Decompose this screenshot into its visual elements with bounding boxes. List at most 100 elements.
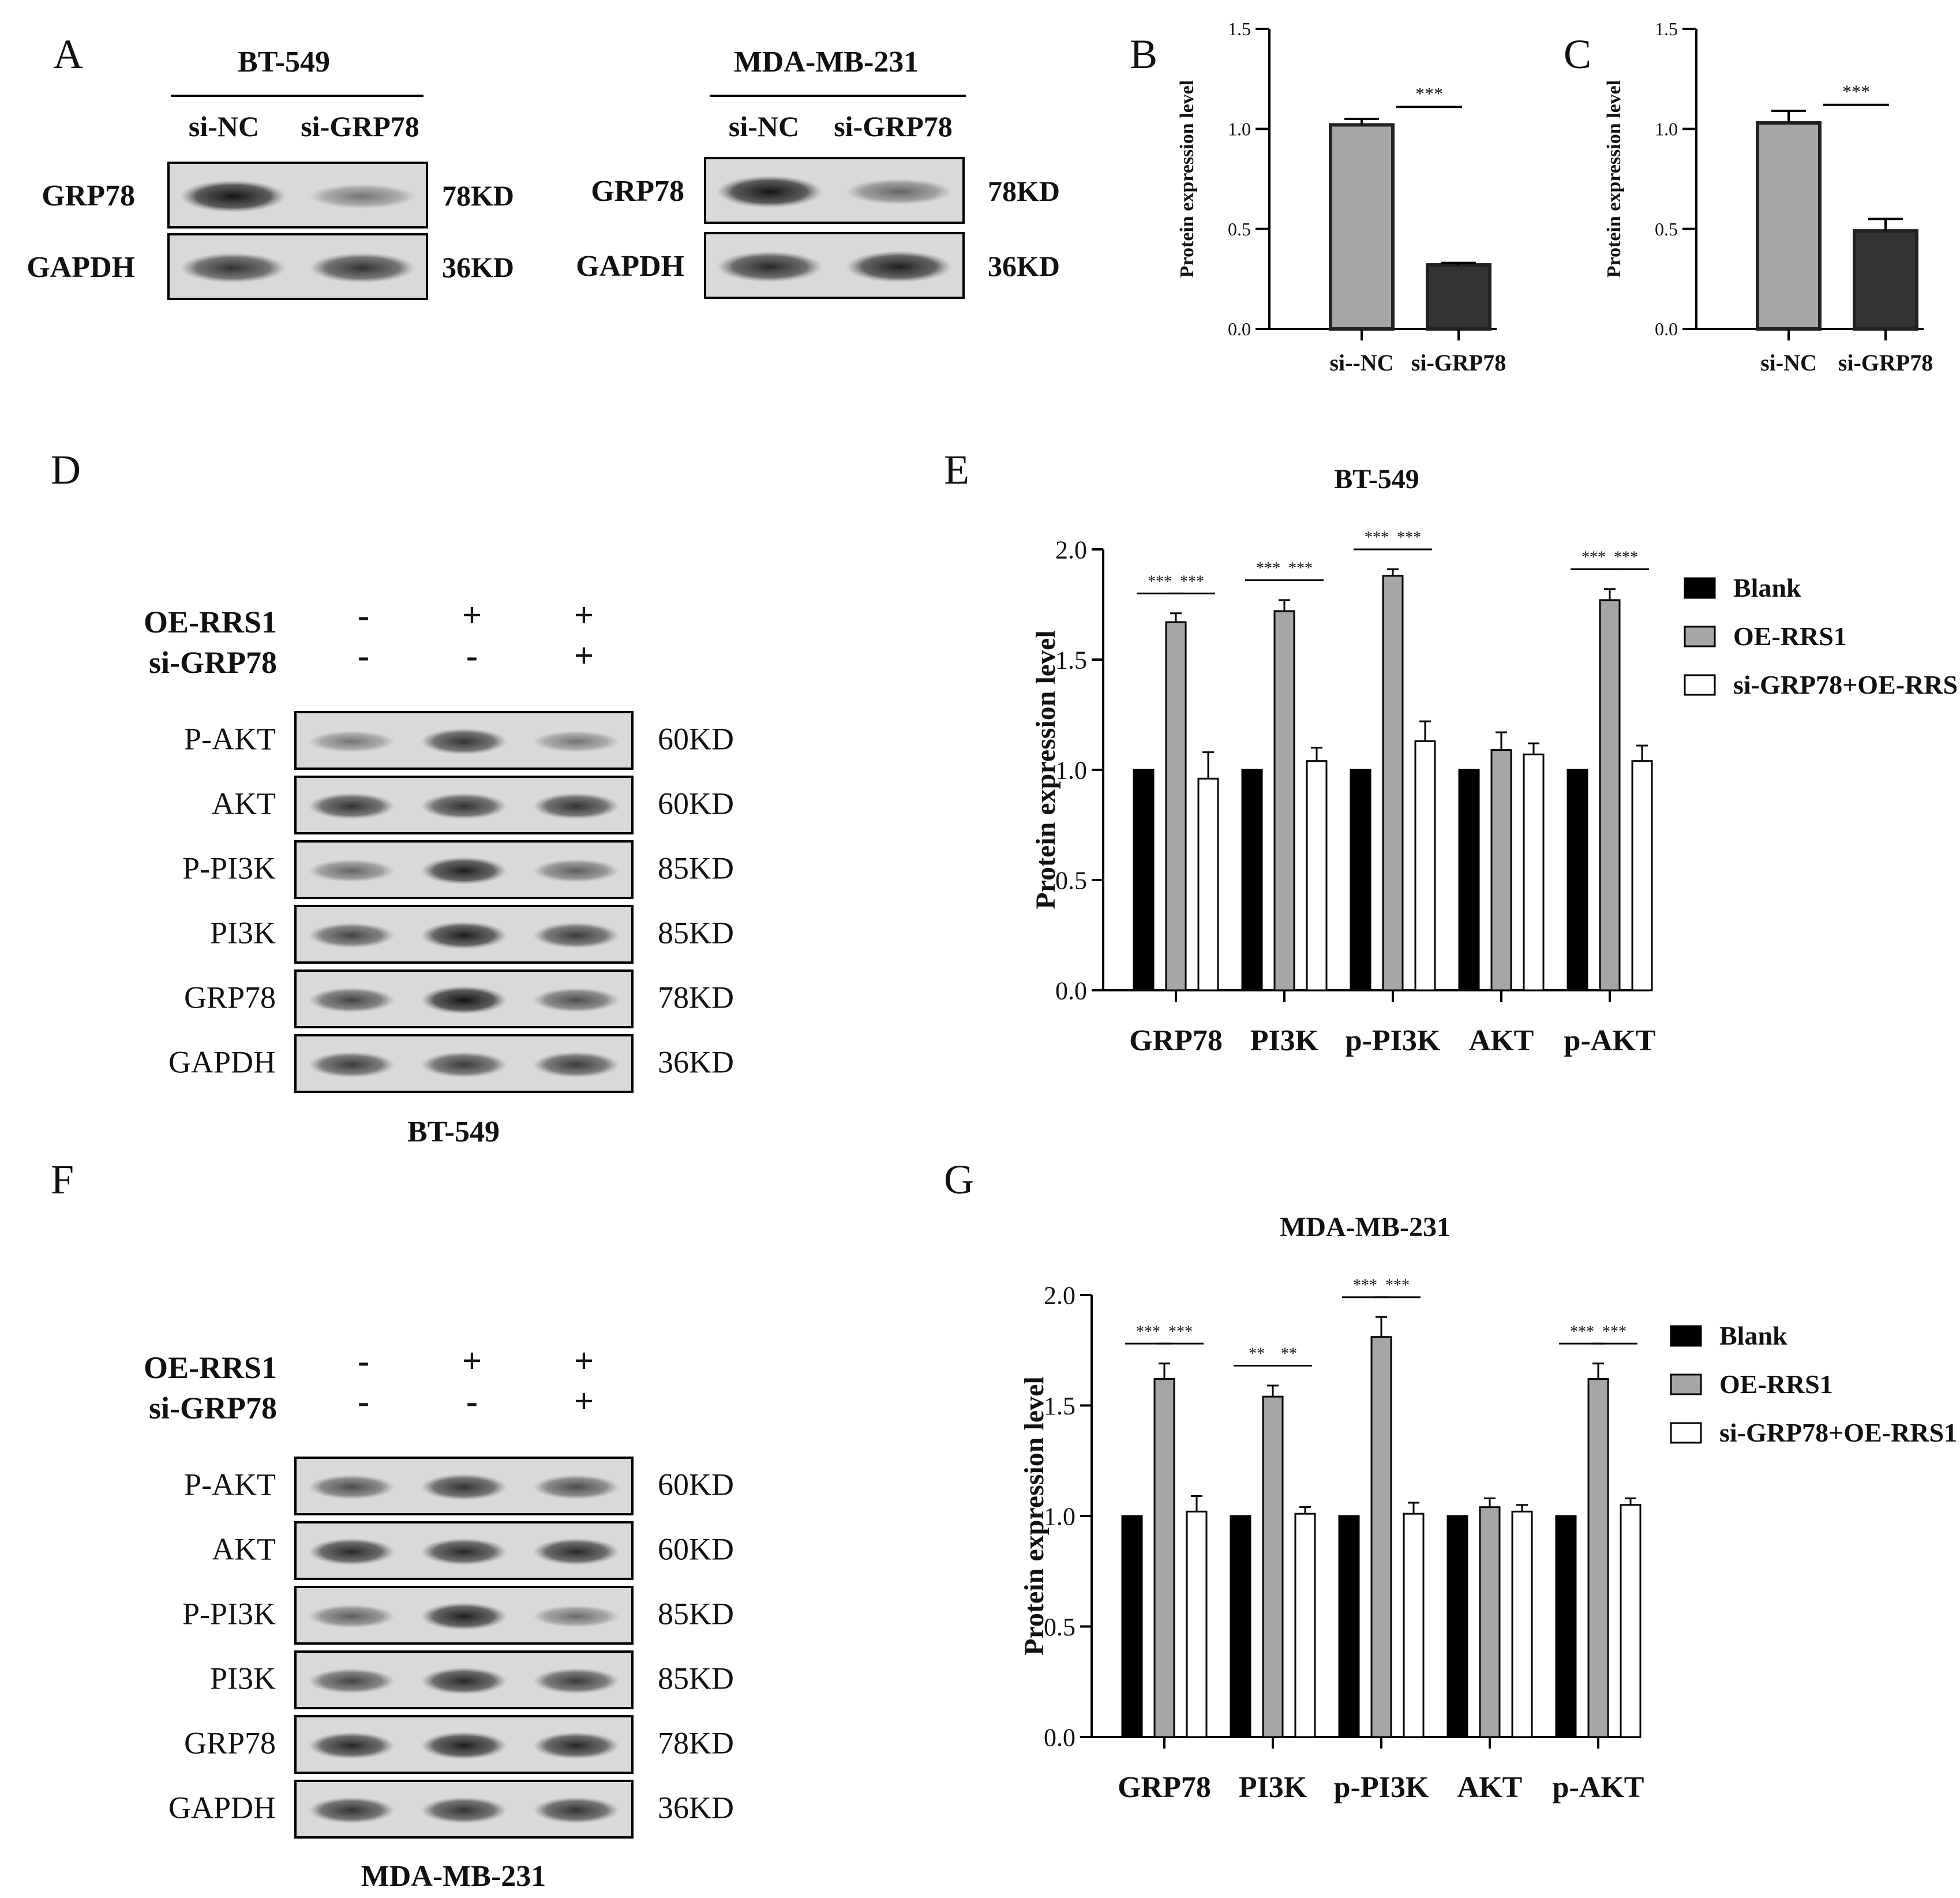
blot-band bbox=[533, 1605, 620, 1627]
size-label: 36KD bbox=[442, 251, 514, 283]
blot-band bbox=[308, 1732, 395, 1760]
blot-band bbox=[421, 1538, 507, 1566]
significance-label: *** bbox=[1365, 529, 1389, 546]
condition-sign: - bbox=[358, 637, 369, 675]
condition-sign: - bbox=[466, 637, 478, 675]
blot-band bbox=[180, 253, 286, 283]
condition-sign: - bbox=[358, 596, 369, 634]
bar bbox=[1479, 1506, 1501, 1738]
x-tick-label: p-PI3K bbox=[1334, 1771, 1429, 1804]
blot-strip bbox=[294, 1457, 634, 1515]
protein-label: GAPDH bbox=[576, 250, 684, 283]
legend-label: Blank bbox=[1733, 573, 1801, 602]
chart-b: 0.0 0.5 1.0 1.5 Protein expression level si--… bbox=[1176, 18, 1506, 376]
y-tick-label: 0.0 bbox=[1044, 1723, 1075, 1751]
y-tick-label: 0.0 bbox=[1055, 976, 1087, 1005]
size-label: 78KD bbox=[988, 175, 1060, 207]
blot-strip bbox=[294, 1586, 634, 1645]
chart-title: BT-549 bbox=[1334, 464, 1419, 495]
protein-label: P-PI3K bbox=[182, 851, 276, 886]
blot-band bbox=[421, 1474, 507, 1500]
condition-label: OE-RRS1 bbox=[144, 605, 277, 639]
protein-label: GRP78 bbox=[184, 980, 276, 1015]
blot-strip bbox=[294, 1650, 634, 1709]
blot-band bbox=[180, 180, 286, 213]
protein-label: GRP78 bbox=[42, 179, 135, 212]
size-label: 36KD bbox=[988, 250, 1060, 282]
blot-band bbox=[533, 1732, 620, 1760]
bar bbox=[1555, 1515, 1577, 1738]
bar bbox=[1273, 610, 1295, 991]
panel-letter-e: E bbox=[944, 447, 969, 493]
significance-label: *** bbox=[1168, 1323, 1193, 1341]
significance-label: *** bbox=[1353, 1276, 1377, 1294]
legend-swatch bbox=[1670, 1373, 1702, 1395]
protein-label: GRP78 bbox=[184, 1726, 276, 1761]
y-tick-label: 1.5 bbox=[1044, 1392, 1075, 1420]
y-tick-label: 2.0 bbox=[1055, 536, 1087, 564]
blot-band bbox=[717, 251, 823, 282]
bar bbox=[1338, 1515, 1360, 1738]
significance-label: *** bbox=[1385, 1276, 1410, 1294]
x-tick-label: si-GRP78 bbox=[1838, 350, 1933, 376]
y-tick-label: 0.5 bbox=[1228, 219, 1251, 239]
lane-label: si-NC bbox=[729, 110, 799, 143]
protein-label: GAPDH bbox=[168, 1791, 276, 1825]
blot-band bbox=[533, 987, 620, 1013]
size-label: 85KD bbox=[658, 1661, 734, 1696]
x-tick-label: AKT bbox=[1457, 1771, 1523, 1804]
significance-label: *** bbox=[1256, 559, 1280, 577]
protein-label: AKT bbox=[212, 1532, 276, 1567]
condition-sign: + bbox=[574, 596, 594, 634]
blot-band bbox=[533, 859, 620, 883]
blot-band bbox=[533, 1797, 620, 1824]
condition-sign: - bbox=[358, 1382, 369, 1420]
y-tick-label: 1.0 bbox=[1655, 119, 1678, 140]
blot-cell-title: MDA-MB-231 bbox=[361, 1860, 546, 1893]
blot-band bbox=[533, 1051, 620, 1078]
blot-strip bbox=[294, 969, 634, 1028]
blot-band bbox=[533, 1474, 620, 1500]
y-tick-label: 1.5 bbox=[1055, 646, 1087, 674]
legend-label: si-GRP78+OE-RRS1 bbox=[1733, 670, 1960, 699]
blot-strip bbox=[167, 233, 428, 300]
chart-g: 0.0 0.5 1.0 1.5 2.0 Protein expression level M… bbox=[1019, 1212, 1957, 1804]
panel-letter-b: B bbox=[1130, 31, 1157, 77]
blot-band bbox=[533, 793, 620, 819]
blot-strip bbox=[167, 162, 428, 229]
legend-swatch bbox=[1684, 674, 1716, 696]
size-label: 78KD bbox=[658, 1726, 734, 1761]
y-tick-label: 0.5 bbox=[1044, 1613, 1075, 1641]
bar bbox=[1186, 1510, 1208, 1738]
x-tick-label: si-GRP78 bbox=[1411, 350, 1506, 376]
lane-label: si-GRP78 bbox=[301, 110, 419, 143]
bar bbox=[1566, 769, 1588, 991]
blot-strip bbox=[294, 776, 634, 834]
blot-band bbox=[308, 923, 395, 948]
size-label: 60KD bbox=[658, 1468, 734, 1502]
bar bbox=[1230, 1515, 1251, 1738]
protein-label: AKT bbox=[212, 787, 276, 821]
blot-band bbox=[421, 857, 507, 885]
blot-strip bbox=[294, 840, 634, 899]
blot-band bbox=[533, 922, 620, 949]
blot-band bbox=[421, 1797, 507, 1824]
blot-band bbox=[421, 1051, 507, 1078]
blot-band bbox=[717, 175, 823, 208]
blot-band bbox=[846, 178, 952, 205]
significance-label: *** bbox=[1842, 81, 1870, 102]
size-label: 78KD bbox=[658, 980, 734, 1015]
lane-label: si-NC bbox=[189, 110, 259, 143]
blot-band bbox=[533, 731, 620, 753]
significance-label: *** bbox=[1288, 559, 1313, 577]
legend-label: OE-RRS1 bbox=[1719, 1369, 1833, 1399]
panel-letter-c: C bbox=[1564, 31, 1591, 77]
y-axis-label: Protein expression level bbox=[1603, 80, 1625, 278]
blot-band bbox=[308, 731, 395, 753]
y-tick-label: 1.5 bbox=[1228, 18, 1251, 39]
blot-band bbox=[308, 793, 395, 819]
bar bbox=[1306, 760, 1328, 991]
